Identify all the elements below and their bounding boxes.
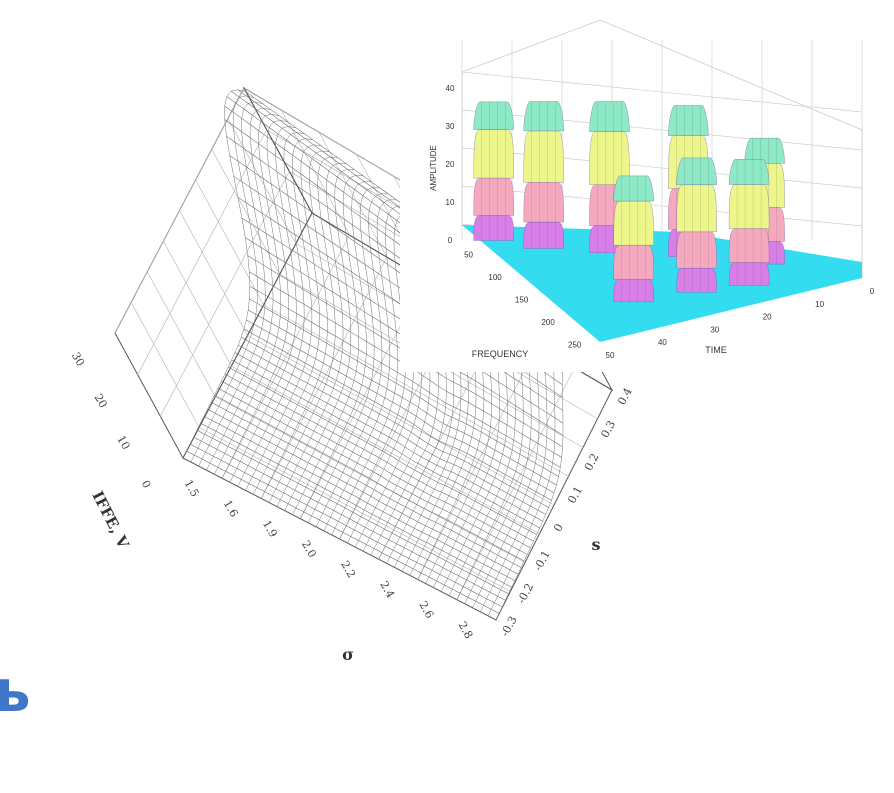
plot2-pulse-band: [523, 221, 564, 249]
plot2-pulses: [473, 101, 785, 303]
plot1-mesh-line: [260, 150, 330, 499]
plot2-pulse-band: [523, 130, 564, 183]
plot2-pulse-band: [589, 101, 630, 133]
plot2-pulse-band: [668, 105, 709, 136]
plot2-time-tick-label: 40: [658, 338, 667, 347]
plot1-z-tick-label: 20: [92, 392, 110, 411]
plot1-mesh-line: [214, 113, 282, 475]
plot1-mesh-line: [300, 181, 372, 519]
plot1-mesh-line: [276, 162, 347, 507]
plot1-mesh-line: [307, 187, 380, 523]
plot2-pulse-band: [473, 129, 514, 179]
plot2-pulse-band: [613, 244, 654, 280]
plot1-mesh-line: [323, 199, 397, 532]
plot2-z-tick-label: 10: [446, 198, 455, 207]
plot2-frequency-label: FREQUENCY: [472, 349, 529, 359]
plot1-mesh-line: [182, 89, 251, 459]
plot2-pulse-band: [728, 159, 770, 185]
plot2-z-tick-label: 30: [446, 122, 455, 131]
plot2-pulse-band: [676, 231, 717, 269]
plot2-pulse-band: [676, 157, 717, 186]
plot2-pulse-band: [728, 184, 770, 229]
plot1-floor-gridline: [247, 335, 555, 506]
plot2-time-tick-label: 30: [710, 325, 719, 334]
plot1-z-tick-label: 10: [114, 433, 132, 452]
plot1-wall-gridline: [163, 240, 232, 367]
plot2-frequency-tick-label: 200: [541, 318, 555, 327]
plot2-pulse-band: [613, 200, 654, 246]
plot2-pulse-band: [473, 215, 514, 241]
plot1-z-axis-label: IFFE, V: [88, 488, 132, 552]
plot2-pulse-band: [473, 101, 514, 130]
plot2-pulse-band: [523, 101, 564, 132]
plot2-wall-gridline: [461, 71, 863, 113]
plot2-pulse-band: [473, 177, 514, 216]
plot2-z-tick-label: 20: [446, 160, 455, 169]
plot1-mesh-line: [245, 138, 313, 491]
plot1-wall-gridline: [179, 210, 248, 336]
plot1-wall-gridline: [227, 118, 297, 244]
plot1-mesh-line: [198, 101, 266, 467]
plot1-mesh-line: [292, 175, 364, 515]
plot2-time-label: TIME: [705, 345, 727, 355]
plot1-paper: [0, 138, 706, 793]
plot1-wall-gridline: [195, 179, 264, 306]
plot2-time-tick-label: 0: [870, 287, 875, 296]
plot1-wall-gridline: [211, 149, 281, 275]
plot2-pulse-band: [676, 267, 717, 293]
plot1-mesh-line: [315, 193, 389, 528]
plot2-pulse-band: [676, 184, 717, 233]
plot2-frequency-tick-label: 150: [515, 296, 529, 305]
plot2-pulse-band: [523, 182, 564, 223]
plot2-time-tick-label: 20: [763, 313, 772, 322]
plot1-mesh-line: [284, 168, 355, 511]
plot2-pulse-band: [728, 228, 770, 263]
plot1-z-tick-label: 30: [69, 350, 87, 369]
plot2-pulse-band: [613, 175, 654, 202]
plot2-pulse-band: [728, 262, 770, 286]
plot1-mesh-line: [253, 144, 322, 495]
plot1-x-axis-label: σ: [342, 645, 354, 664]
plot1-wall-gridline: [137, 129, 267, 375]
plot2-pulse-band: [744, 137, 785, 164]
plot2-frequency-tick-label: 100: [488, 273, 502, 282]
plot2-z-tick-label: 0: [448, 236, 453, 245]
plot1-mesh-line: [331, 205, 405, 536]
plot2-time-tick-label: 50: [606, 351, 615, 360]
plot1-mesh-line: [339, 211, 414, 540]
plot1-mesh-line: [206, 107, 274, 471]
plot2-pulse-band: [613, 278, 654, 303]
plot1-wall-gridline: [146, 271, 216, 397]
plot1-mesh-line: [237, 132, 305, 487]
plot1-mesh-line: [221, 120, 289, 479]
plot1-floor-gridline: [417, 345, 538, 580]
plot1-wall-gridline: [130, 302, 200, 428]
plot1-wall-gridline: [114, 87, 245, 334]
text-fragment: ь: [0, 657, 31, 725]
plot1-mesh-line: [229, 126, 297, 483]
plot1-floor-gridline: [263, 304, 569, 477]
plot1-y-tick-label: 0.4: [615, 386, 635, 408]
plot1-mesh-line: [268, 156, 339, 503]
plot2-z-tick-label: 40: [446, 84, 455, 93]
plot1-wall-gridline: [281, 109, 350, 236]
plot2-time-tick-label: 10: [815, 300, 824, 309]
plot1-mesh-line: [495, 331, 581, 621]
plot1-wall-gridline: [160, 171, 290, 417]
plot2-frequency-tick-label: 250: [568, 341, 582, 350]
plot2-frequency-tick-label: 50: [464, 251, 473, 260]
plot1-y-axis-label: s: [591, 535, 600, 554]
plot1-mesh-line: [190, 95, 258, 463]
plot2-z-axis-label: AMPLITUDE: [429, 145, 438, 191]
